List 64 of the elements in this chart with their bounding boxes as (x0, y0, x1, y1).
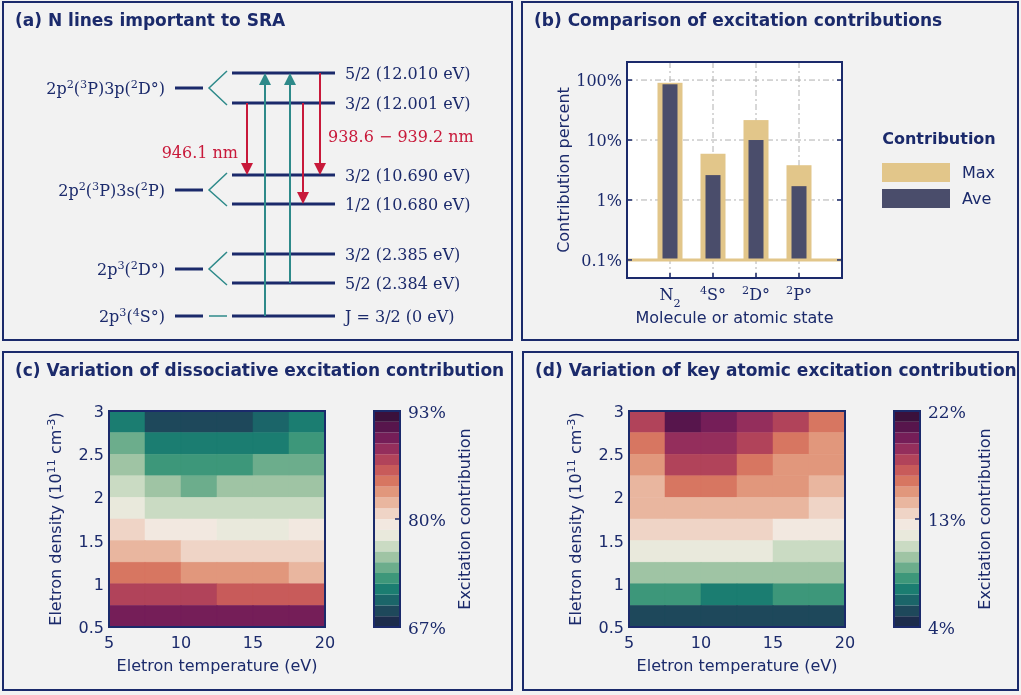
y-tick-label: 10% (586, 131, 622, 151)
bar (705, 175, 721, 260)
text: (a) N lines important to SRA (15, 10, 286, 30)
x-tick-label: 20 (834, 633, 856, 652)
text: 1/2 (10.680 eV) (345, 195, 471, 214)
text: 2p$^{3}$($^{2}$D°) (97, 258, 165, 279)
chart-title: (c) Variation of dissociative excitation contribution (15, 360, 505, 380)
color-bar-title: Excitation contribution (975, 428, 994, 610)
y-tick-label: 2.5 (78, 445, 104, 465)
text: 2p$^{2}$($^{3}$P)3s($^{2}$P) (58, 179, 165, 200)
color-bar-label: 4% (928, 618, 955, 638)
chart-title: (d) Variation of key atomic excitation contribution (535, 360, 1017, 380)
color-bar-label: 93% (408, 402, 446, 422)
x-tick-label: 10 (170, 633, 192, 652)
color-bar-title: Excitation contribution (455, 428, 474, 610)
x-tick-label: 20 (314, 633, 336, 652)
y-tick-label: 2 (613, 488, 624, 508)
y-tick-label: 3 (93, 402, 104, 421)
y-tick-label: 0.5 (78, 618, 104, 637)
x-tick-label: N$_{2}$ (659, 285, 681, 310)
color-bar-label: 67% (408, 618, 446, 638)
x-tick-label: $^{2}$D° (742, 283, 770, 304)
y-tick-label: 1.5 (78, 531, 104, 551)
text: 3/2 (2.385 eV) (345, 245, 461, 264)
x-axis-title: Molecule or atomic state (635, 308, 834, 327)
legend-label: Max (962, 163, 996, 182)
text: 5/2 (2.384 eV) (345, 274, 461, 293)
text: 5/2 (12.010 eV) (345, 64, 471, 83)
x-tick-label: 15 (242, 633, 264, 652)
y-tick-label: 1 (93, 574, 104, 594)
text: 2p$^{3}$($^{4}$S°) (98, 305, 165, 326)
x-axis-title: Eletron temperature (eV) (116, 656, 318, 675)
y-tick-label: 1 (613, 574, 624, 594)
x-tick-label: 15 (762, 633, 784, 652)
text: 938.6 − 939.2 nm (328, 127, 474, 146)
x-tick-label: $^{2}$P° (786, 283, 812, 304)
bar (791, 186, 807, 260)
chart-title: (b) Comparison of excitation contributions (534, 10, 943, 30)
legend-title: Contribution (882, 129, 996, 148)
x-axis-title: Eletron temperature (eV) (636, 656, 838, 675)
y-tick-label: 1% (596, 190, 622, 210)
bar (748, 140, 764, 260)
x-tick-label: 10 (690, 633, 712, 652)
text: 946.1 nm (161, 143, 238, 162)
bar (662, 84, 678, 260)
y-tick-label: 0.1% (581, 250, 622, 270)
y-axis-title: Contribution percent (554, 87, 573, 253)
text: 3/2 (10.690 eV) (345, 166, 471, 185)
x-tick-label: 5 (623, 633, 635, 652)
text: 2p$^{2}$($^{3}$P)3p($^{2}$D°) (46, 77, 165, 98)
y-tick-label: 0.5 (598, 618, 624, 637)
color-bar-label: 13% (928, 510, 966, 530)
x-tick-label: 5 (103, 633, 115, 652)
y-tick-label: 1.5 (598, 531, 624, 551)
y-tick-label: 2.5 (598, 445, 624, 465)
legend-label: Ave (962, 189, 992, 208)
y-tick-label: 3 (613, 402, 624, 421)
y-tick-label: 2 (93, 488, 104, 508)
y-tick-label: 100% (576, 71, 622, 91)
color-bar-label: 22% (928, 402, 966, 422)
color-bar-label: 80% (408, 510, 446, 530)
text: J = 3/2 (0 eV) (343, 307, 455, 326)
x-tick-label: $^{4}$S° (699, 283, 727, 304)
text: 3/2 (12.001 eV) (345, 94, 471, 113)
